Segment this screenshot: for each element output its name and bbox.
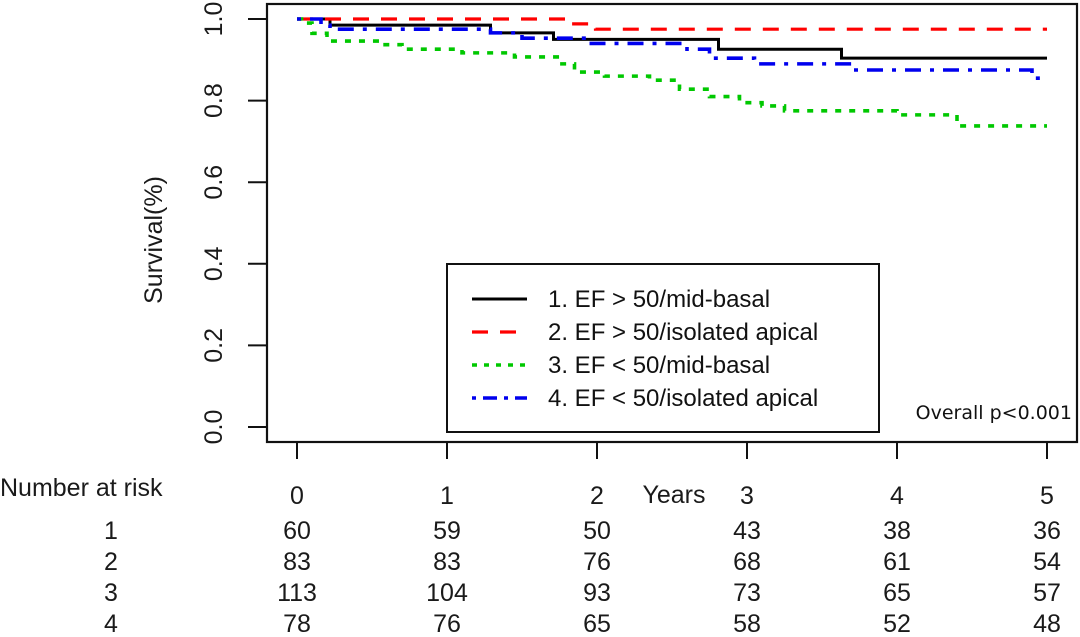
risk-count: 76 (583, 548, 611, 576)
risk-count: 57 (1033, 579, 1061, 607)
risk-count: 48 (1033, 610, 1061, 637)
x-tick-label: 2 (590, 482, 604, 510)
risk-count: 52 (883, 610, 911, 637)
y-tick-label: 0.4 (200, 246, 228, 281)
y-axis-label: Survival(%) (140, 176, 168, 304)
risk-count: 104 (426, 579, 468, 607)
risk-table-title: Number at risk (0, 474, 163, 502)
legend-label-1: 1. EF > 50/mid-basal (548, 286, 770, 313)
y-tick-label: 1.0 (200, 2, 228, 37)
risk-table: Number at risk Years 0 1 2 3 4 51 60 59 50 43 38 36… (0, 474, 1061, 637)
risk-count: 61 (883, 548, 911, 576)
x-tick-label: 4 (890, 482, 904, 510)
y-tick-label: 0.2 (200, 328, 228, 363)
risk-count: 50 (583, 517, 611, 545)
risk-count: 113 (277, 579, 317, 607)
risk-count: 38 (883, 517, 911, 545)
risk-group-label: 1 (104, 517, 118, 545)
x-tick-label: 5 (1040, 482, 1054, 510)
risk-group-label: 2 (104, 548, 118, 576)
x-tick-label: 1 (440, 482, 454, 510)
risk-count: 93 (583, 579, 611, 607)
y-tick-label: 0.8 (200, 83, 228, 118)
y-axis: 0.0 0.2 0.4 0.6 0.8 1.0 (200, 2, 267, 445)
risk-count: 83 (283, 548, 311, 576)
x-axis (296, 442, 1048, 459)
series-line-2 (297, 17, 1047, 31)
risk-count: 78 (283, 610, 311, 637)
risk-count: 36 (1033, 517, 1061, 545)
series-line-3 (297, 17, 1047, 128)
risk-count: 54 (1033, 548, 1061, 576)
legend: 1. EF > 50/mid-basal 2. EF > 50/isolated … (446, 263, 880, 433)
series-line-1 (297, 17, 1047, 60)
risk-count: 73 (733, 579, 761, 607)
legend-label-2: 2. EF > 50/isolated apical (548, 319, 818, 346)
x-axis-label: Years (642, 481, 705, 509)
legend-label-3: 3. EF < 50/mid-basal (548, 352, 770, 379)
risk-count: 59 (433, 517, 461, 545)
plot-frame (265, 2, 1079, 444)
risk-count: 65 (883, 579, 911, 607)
risk-group-label: 4 (104, 610, 118, 637)
risk-count: 43 (733, 517, 761, 545)
risk-group-label: 3 (104, 579, 118, 607)
risk-count: 68 (733, 548, 761, 576)
legend-label-4: 4. EF < 50/isolated apical (548, 385, 818, 412)
risk-count: 60 (283, 517, 311, 545)
survival-curves (297, 17, 1047, 128)
risk-count: 76 (433, 610, 461, 637)
legend-box (446, 263, 880, 433)
y-tick-label: 0.6 (200, 165, 228, 200)
risk-count: 58 (733, 610, 761, 637)
p-value-annotation: Overall p<0.001 (916, 402, 1072, 424)
x-tick-label: 3 (740, 482, 754, 510)
x-tick-label: 0 (290, 482, 304, 510)
series-line-4 (297, 17, 1047, 80)
y-tick-label: 0.0 (200, 410, 228, 445)
risk-count: 65 (583, 610, 611, 637)
risk-count: 83 (433, 548, 461, 576)
